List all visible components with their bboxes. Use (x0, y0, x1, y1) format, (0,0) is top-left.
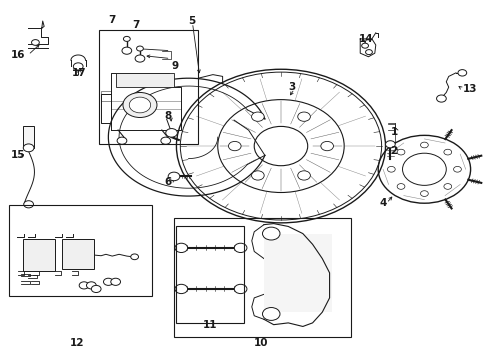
Text: 10: 10 (254, 338, 268, 347)
Text: 7: 7 (132, 19, 140, 30)
Circle shape (73, 63, 83, 70)
Circle shape (297, 171, 310, 180)
Bar (23, 239, 55, 271)
Text: 11: 11 (203, 320, 217, 330)
Circle shape (262, 227, 280, 240)
Text: 16: 16 (11, 50, 25, 60)
Circle shape (320, 141, 333, 151)
Circle shape (123, 36, 130, 41)
Text: 15: 15 (11, 150, 25, 160)
Bar (116, 73, 174, 87)
Bar (174, 217, 351, 337)
Circle shape (122, 93, 157, 117)
Circle shape (396, 149, 404, 155)
Circle shape (24, 201, 33, 208)
Text: 14: 14 (358, 34, 373, 44)
Circle shape (111, 278, 120, 285)
Circle shape (443, 149, 451, 155)
Bar (99, 30, 198, 144)
Bar (9, 205, 152, 296)
Circle shape (365, 50, 372, 55)
Circle shape (251, 171, 264, 180)
Bar (176, 226, 244, 323)
Circle shape (165, 129, 177, 137)
Text: 5: 5 (188, 16, 195, 26)
Circle shape (420, 142, 427, 148)
Circle shape (161, 137, 170, 144)
Circle shape (457, 69, 466, 76)
Circle shape (234, 284, 246, 294)
Text: 2: 2 (389, 147, 397, 157)
Circle shape (396, 184, 404, 189)
Bar (62, 239, 94, 269)
Circle shape (31, 40, 39, 45)
Circle shape (443, 184, 451, 189)
Bar (23, 126, 34, 148)
Circle shape (175, 284, 187, 294)
Circle shape (251, 112, 264, 121)
Circle shape (23, 144, 34, 152)
Circle shape (297, 112, 310, 121)
Text: 17: 17 (72, 68, 86, 78)
Text: 4: 4 (379, 198, 386, 208)
Circle shape (385, 141, 394, 148)
Text: 1: 1 (389, 127, 397, 137)
Circle shape (91, 285, 101, 293)
Circle shape (453, 166, 460, 172)
Circle shape (420, 191, 427, 197)
Text: 3: 3 (287, 82, 295, 92)
Circle shape (135, 55, 144, 62)
Bar (264, 234, 331, 312)
Circle shape (228, 141, 241, 151)
Circle shape (129, 97, 150, 113)
Text: 6: 6 (164, 177, 171, 187)
Circle shape (122, 47, 131, 54)
Circle shape (262, 307, 280, 320)
Circle shape (79, 282, 89, 289)
Text: 7: 7 (108, 15, 116, 24)
Text: 12: 12 (69, 338, 84, 347)
Text: 8: 8 (164, 111, 171, 121)
Circle shape (361, 43, 368, 48)
Text: 9: 9 (171, 61, 178, 71)
Circle shape (386, 166, 394, 172)
Circle shape (436, 95, 446, 102)
Text: 13: 13 (462, 84, 477, 94)
Circle shape (103, 278, 113, 285)
Circle shape (86, 282, 96, 289)
Circle shape (234, 243, 246, 252)
Circle shape (130, 254, 138, 260)
Circle shape (117, 137, 126, 144)
Circle shape (136, 46, 143, 51)
Circle shape (175, 243, 187, 252)
Circle shape (168, 172, 180, 181)
